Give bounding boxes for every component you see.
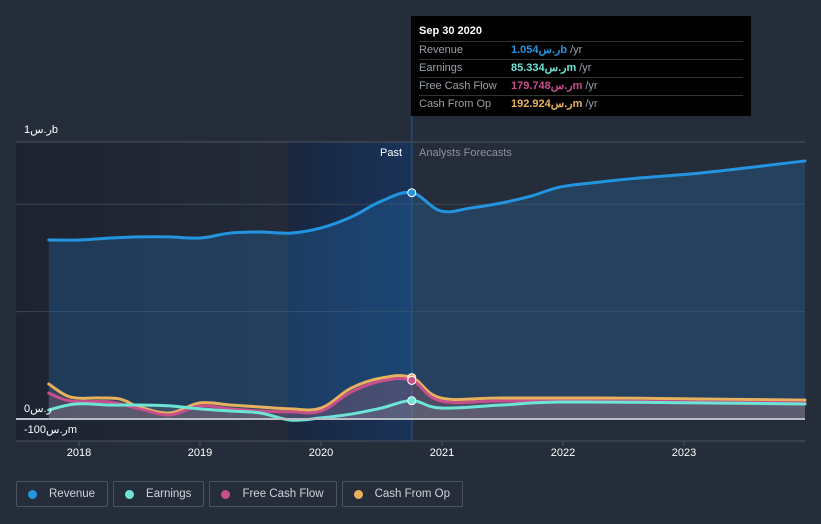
x-tick-2019: 2019 xyxy=(187,447,213,459)
forecast-label: Analysts Forecasts xyxy=(419,147,512,159)
tooltip-unit: /yr xyxy=(585,98,598,110)
legend-label: Earnings xyxy=(146,488,192,500)
earnings-point xyxy=(407,396,417,406)
y-label-1b: 1ر.سb xyxy=(24,124,59,136)
tooltip-label: Cash From Op xyxy=(419,98,492,110)
tooltip-row-free-cash-flow: Free Cash Flow 179.748ر.سm /yr xyxy=(419,78,743,96)
tooltip-row-revenue: Revenue 1.054ر.سb /yr xyxy=(419,42,743,60)
earnings-dot-icon xyxy=(125,489,135,499)
earnings-area xyxy=(48,400,805,421)
tooltip-unit: /yr xyxy=(585,80,598,92)
revenue-line xyxy=(47,159,807,242)
tooltip-row-cash-from-op: Cash From Op 192.924ر.سm /yr xyxy=(419,96,743,113)
tooltip-label: Revenue xyxy=(419,44,464,56)
legend-label: Free Cash Flow xyxy=(242,488,324,500)
legend-label: Cash From Op xyxy=(374,488,451,500)
past-label: Past xyxy=(380,147,403,159)
free-cash-flow-dot-icon xyxy=(221,489,231,499)
x-tick-2023: 2023 xyxy=(671,447,697,459)
tooltip-unit: /yr xyxy=(570,44,583,56)
legend-item-earnings[interactable]: Earnings xyxy=(113,481,205,507)
tooltip-row-earnings: Earnings 85.334ر.سm /yr xyxy=(419,60,743,78)
tooltip-label: Earnings xyxy=(419,62,463,74)
tooltip-value: 1.054ر.سb xyxy=(511,44,568,56)
tooltip-value: 85.334ر.سm xyxy=(511,62,577,74)
legend-item-free-cash-flow[interactable]: Free Cash Flow xyxy=(209,481,337,507)
free-cash-flow-area xyxy=(48,378,805,419)
revenue-point xyxy=(407,188,417,198)
revenue-dot-icon xyxy=(28,489,37,499)
x-tick-2018: 2018 xyxy=(66,447,92,459)
free-cash-flow-point xyxy=(407,375,417,385)
legend: Revenue Earnings Free Cash Flow Cash Fro… xyxy=(16,481,464,507)
legend-item-revenue[interactable]: Revenue xyxy=(16,481,109,507)
cash-from-op-line xyxy=(47,374,807,415)
legend-item-cash-from-op[interactable]: Cash From Op xyxy=(341,481,464,507)
x-tick-2022: 2022 xyxy=(550,447,576,459)
tooltip-value: 192.924ر.سm xyxy=(511,98,583,110)
y-label-neg100m: -100ر.سm xyxy=(24,424,77,436)
revenue-area xyxy=(48,160,805,419)
x-tick-2020: 2020 xyxy=(308,447,334,459)
tooltip-value: 179.748ر.سm xyxy=(511,80,583,92)
tooltip: Sep 30 2020 Revenue 1.054ر.سb /yr Earnin… xyxy=(411,16,751,116)
legend-label: Revenue xyxy=(49,488,96,500)
cash-from-op-dot-icon xyxy=(353,489,363,499)
tooltip-label: Free Cash Flow xyxy=(419,80,497,92)
tooltip-date: Sep 30 2020 xyxy=(419,24,743,42)
x-tick-2021: 2021 xyxy=(429,447,455,459)
tooltip-unit: /yr xyxy=(579,62,592,74)
y-label-0: 0ر.س xyxy=(24,403,52,415)
